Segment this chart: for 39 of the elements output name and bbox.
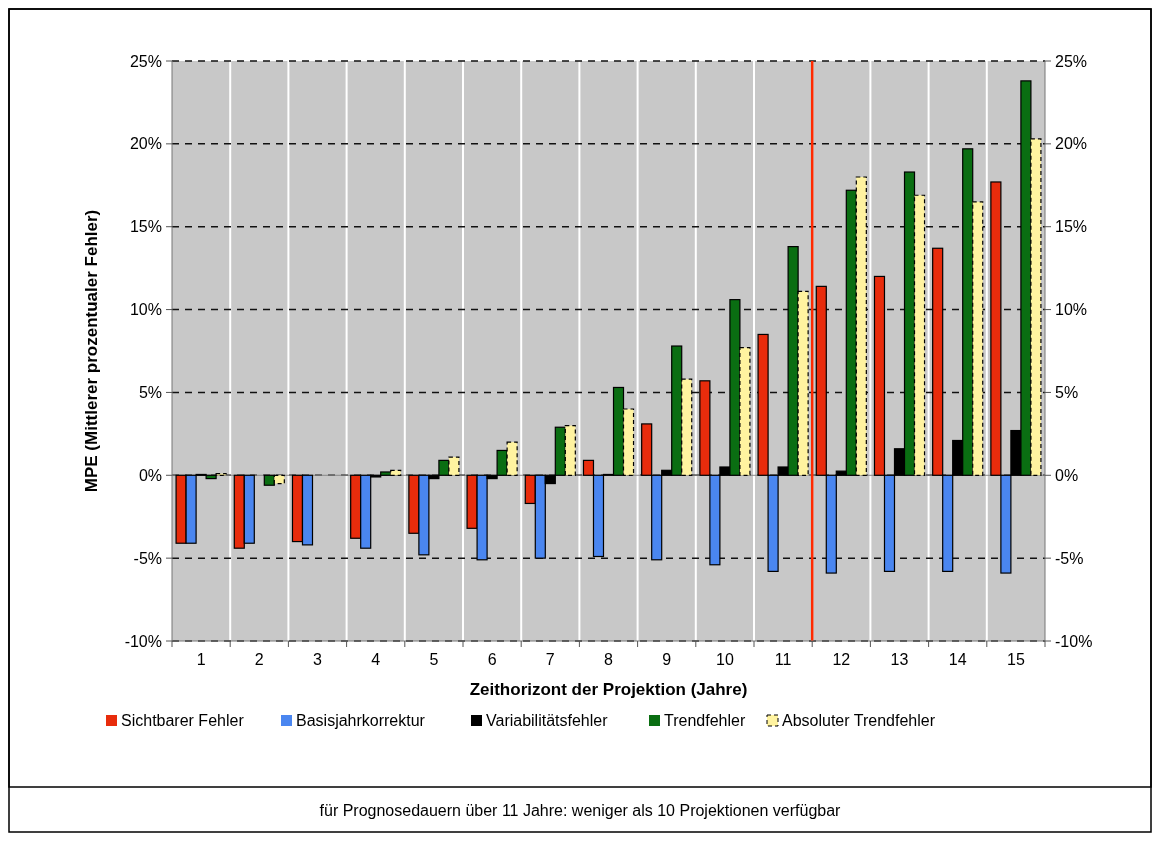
- x-tick-label: 10: [716, 651, 734, 668]
- legend-label: Absoluter Trendfehler: [782, 712, 936, 729]
- x-tick-label: 15: [1007, 651, 1025, 668]
- x-tick-label: 11: [774, 651, 792, 668]
- y-tick-label: 5%: [138, 384, 162, 402]
- y2-tick-label: 25%: [1055, 52, 1088, 70]
- y-tick-label: 25%: [129, 52, 162, 70]
- text: für Prognosedauern über 11 Jahre: weniger als 10 Projektionen verfügbar: [319, 802, 842, 819]
- y2-tick-label: 15%: [1055, 218, 1088, 236]
- x-tick-label: 7: [545, 651, 555, 668]
- x-tick-label: 6: [487, 651, 497, 668]
- legend-label: Variabilitätsfehler: [486, 712, 609, 729]
- y-tick-label: 20%: [129, 135, 162, 153]
- x-tick-label: 8: [604, 651, 614, 668]
- x-tick-label: 3: [313, 651, 323, 668]
- y2-tick-label: 10%: [1055, 301, 1088, 319]
- x-tick-label: 13: [890, 651, 909, 668]
- y2-tick-label: -5%: [1055, 549, 1084, 567]
- y-tick-label: 10%: [129, 301, 162, 319]
- x-tick-label: 5: [429, 651, 439, 668]
- y2-tick-label: -10%: [1055, 632, 1093, 650]
- legend-label: Basisjahrkorrektur: [296, 712, 426, 729]
- y2-tick-label: 20%: [1055, 135, 1088, 153]
- y-tick-label: -10%: [124, 632, 162, 650]
- legend-label: Sichtbarer Fehler: [121, 712, 245, 729]
- x-tick-label: 2: [254, 651, 264, 668]
- y-tick-label: 15%: [129, 218, 162, 236]
- x-tick-label: 1: [196, 651, 206, 668]
- x-tick-label: 14: [948, 651, 967, 668]
- x-tick-label: 9: [662, 651, 672, 668]
- legend-label: Trendfehler: [664, 712, 746, 729]
- x-tick-label: 4: [371, 651, 381, 668]
- y-tick-label: -5%: [133, 549, 162, 567]
- y2-tick-label: 5%: [1055, 384, 1079, 402]
- y-tick-label: 0%: [138, 466, 162, 484]
- x-axis-title: Zeithorizont der Projektion (Jahre): [469, 680, 748, 699]
- y2-tick-label: 0%: [1055, 466, 1079, 484]
- x-tick-label: 12: [832, 651, 851, 668]
- y-axis-title: MPE (Mittlerer prozentualer Fehler): [82, 209, 101, 493]
